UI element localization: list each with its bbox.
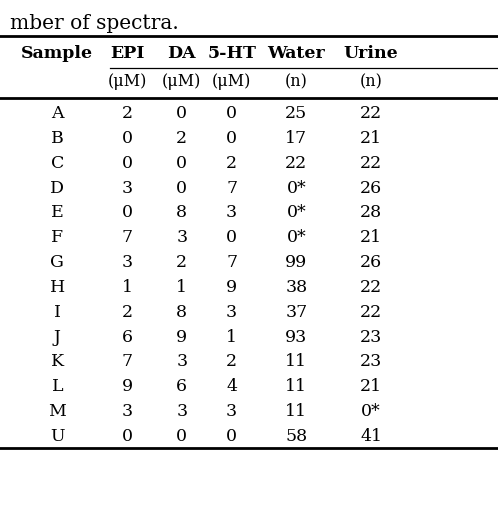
- Text: 0: 0: [176, 105, 187, 122]
- Text: (n): (n): [360, 73, 382, 91]
- Text: 0: 0: [176, 155, 187, 172]
- Text: 21: 21: [360, 229, 382, 246]
- Text: (μM): (μM): [212, 73, 251, 91]
- Text: EPI: EPI: [110, 45, 144, 62]
- Text: 22: 22: [360, 279, 382, 296]
- Text: 2: 2: [226, 353, 237, 371]
- Text: 0: 0: [122, 155, 132, 172]
- Text: (μM): (μM): [107, 73, 147, 91]
- Text: 37: 37: [285, 304, 307, 321]
- Text: K: K: [51, 353, 64, 371]
- Text: A: A: [51, 105, 64, 122]
- Text: 22: 22: [360, 105, 382, 122]
- Text: 1: 1: [226, 329, 237, 346]
- Text: 0: 0: [122, 428, 132, 445]
- Text: 38: 38: [285, 279, 307, 296]
- Text: I: I: [54, 304, 61, 321]
- Text: 3: 3: [122, 180, 132, 197]
- Text: 22: 22: [360, 155, 382, 172]
- Text: 2: 2: [176, 254, 187, 271]
- Text: 6: 6: [176, 378, 187, 395]
- Text: 0: 0: [226, 428, 237, 445]
- Text: 7: 7: [122, 353, 132, 371]
- Text: 7: 7: [122, 229, 132, 246]
- Text: 7: 7: [226, 254, 237, 271]
- Text: (n): (n): [285, 73, 308, 91]
- Text: 4: 4: [226, 378, 237, 395]
- Text: 23: 23: [360, 353, 382, 371]
- Text: 6: 6: [122, 329, 132, 346]
- Text: D: D: [50, 180, 64, 197]
- Text: 3: 3: [176, 353, 187, 371]
- Text: 2: 2: [122, 105, 132, 122]
- Text: (μM): (μM): [162, 73, 202, 91]
- Text: 3: 3: [122, 254, 132, 271]
- Text: 11: 11: [285, 378, 307, 395]
- Text: 11: 11: [285, 403, 307, 420]
- Text: 3: 3: [226, 204, 237, 222]
- Text: 28: 28: [360, 204, 382, 222]
- Text: 0*: 0*: [286, 180, 306, 197]
- Text: 0: 0: [226, 130, 237, 147]
- Text: 22: 22: [285, 155, 307, 172]
- Text: 17: 17: [285, 130, 307, 147]
- Text: H: H: [50, 279, 65, 296]
- Text: 0*: 0*: [286, 204, 306, 222]
- Text: F: F: [51, 229, 63, 246]
- Text: 1: 1: [122, 279, 132, 296]
- Text: 93: 93: [285, 329, 307, 346]
- Text: mber of spectra.: mber of spectra.: [10, 14, 179, 33]
- Text: 3: 3: [176, 229, 187, 246]
- Text: 0*: 0*: [361, 403, 381, 420]
- Text: 26: 26: [360, 254, 382, 271]
- Text: 21: 21: [360, 378, 382, 395]
- Text: 7: 7: [226, 180, 237, 197]
- Text: 3: 3: [226, 403, 237, 420]
- Text: 99: 99: [285, 254, 307, 271]
- Text: Water: Water: [267, 45, 325, 62]
- Text: 0: 0: [122, 130, 132, 147]
- Text: 9: 9: [226, 279, 237, 296]
- Text: Urine: Urine: [344, 45, 398, 62]
- Text: 2: 2: [122, 304, 132, 321]
- Text: 8: 8: [176, 304, 187, 321]
- Text: U: U: [50, 428, 65, 445]
- Text: 58: 58: [285, 428, 307, 445]
- Text: 0: 0: [122, 204, 132, 222]
- Text: B: B: [51, 130, 64, 147]
- Text: 3: 3: [226, 304, 237, 321]
- Text: M: M: [48, 403, 66, 420]
- Text: E: E: [51, 204, 64, 222]
- Text: 0*: 0*: [286, 229, 306, 246]
- Text: 2: 2: [226, 155, 237, 172]
- Text: 0: 0: [176, 180, 187, 197]
- Text: G: G: [50, 254, 64, 271]
- Text: L: L: [51, 378, 63, 395]
- Text: Sample: Sample: [21, 45, 93, 62]
- Text: 3: 3: [176, 403, 187, 420]
- Text: DA: DA: [167, 45, 196, 62]
- Text: 41: 41: [360, 428, 382, 445]
- Text: 2: 2: [176, 130, 187, 147]
- Text: 23: 23: [360, 329, 382, 346]
- Text: C: C: [51, 155, 64, 172]
- Text: 9: 9: [176, 329, 187, 346]
- Text: 1: 1: [176, 279, 187, 296]
- Text: 5-HT: 5-HT: [207, 45, 256, 62]
- Text: 26: 26: [360, 180, 382, 197]
- Text: 0: 0: [176, 428, 187, 445]
- Text: 25: 25: [285, 105, 307, 122]
- Text: 8: 8: [176, 204, 187, 222]
- Text: 22: 22: [360, 304, 382, 321]
- Text: 3: 3: [122, 403, 132, 420]
- Text: 9: 9: [122, 378, 132, 395]
- Text: J: J: [54, 329, 61, 346]
- Text: 0: 0: [226, 229, 237, 246]
- Text: 0: 0: [226, 105, 237, 122]
- Text: 11: 11: [285, 353, 307, 371]
- Text: 21: 21: [360, 130, 382, 147]
